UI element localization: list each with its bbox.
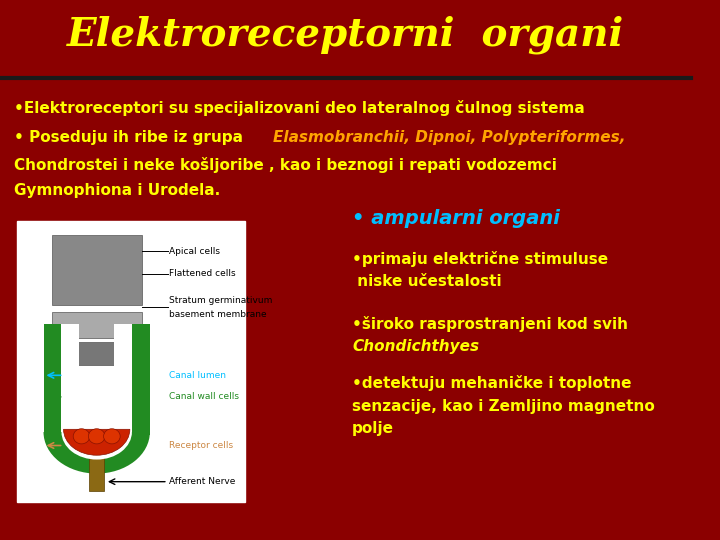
Text: basement membrane: basement membrane bbox=[169, 310, 267, 319]
FancyBboxPatch shape bbox=[52, 312, 142, 338]
Text: •široko rasprostranjeni kod svih: •široko rasprostranjeni kod svih bbox=[352, 316, 629, 332]
Text: Apical cells: Apical cells bbox=[169, 247, 220, 255]
Bar bbox=[89, 435, 104, 491]
Bar bbox=[132, 324, 150, 435]
Text: •primaju električne stimuluse: •primaju električne stimuluse bbox=[352, 251, 608, 267]
Wedge shape bbox=[61, 432, 132, 460]
Wedge shape bbox=[43, 432, 150, 474]
Text: Gymnophiona i Urodela.: Gymnophiona i Urodela. bbox=[14, 183, 220, 198]
Text: Chondichthyes: Chondichthyes bbox=[352, 339, 480, 354]
Wedge shape bbox=[63, 429, 130, 455]
FancyBboxPatch shape bbox=[52, 235, 142, 305]
Ellipse shape bbox=[73, 429, 90, 444]
Text: Chondrostei i neke košljoribe , kao i beznogi i repati vodozemci: Chondrostei i neke košljoribe , kao i be… bbox=[14, 157, 557, 173]
Text: Elektroreceptorni  organi: Elektroreceptorni organi bbox=[67, 16, 624, 55]
Text: • ampularni organi: • ampularni organi bbox=[352, 209, 560, 228]
Text: Afferent Nerve: Afferent Nerve bbox=[169, 477, 235, 486]
Text: •Elektroreceptori su specijalizovani deo lateralnog čulnog sistema: •Elektroreceptori su specijalizovani deo… bbox=[14, 100, 585, 116]
Text: Stratum germinativum: Stratum germinativum bbox=[169, 296, 273, 305]
Text: Flattened cells: Flattened cells bbox=[169, 269, 236, 278]
Text: Receptor cells: Receptor cells bbox=[169, 441, 233, 450]
Text: senzacije, kao i Zemljino magnetno: senzacije, kao i Zemljino magnetno bbox=[352, 399, 655, 414]
Text: • Poseduju ih ribe iz grupa: • Poseduju ih ribe iz grupa bbox=[14, 130, 248, 145]
Bar bbox=[61, 324, 79, 421]
Text: niske učestalosti: niske učestalosti bbox=[352, 274, 502, 289]
Text: •detektuju mehaničke i toplotne: •detektuju mehaničke i toplotne bbox=[352, 375, 631, 391]
Ellipse shape bbox=[104, 429, 120, 444]
FancyBboxPatch shape bbox=[17, 221, 246, 502]
Ellipse shape bbox=[89, 429, 105, 444]
Text: Canal lumen: Canal lumen bbox=[169, 371, 226, 380]
Text: Canal wall cells: Canal wall cells bbox=[169, 393, 239, 401]
Bar bbox=[114, 324, 132, 421]
Text: polje: polje bbox=[352, 421, 395, 436]
Bar bbox=[43, 324, 61, 435]
Text: Elasmobranchii, Dipnoi, Polypteriformes,: Elasmobranchii, Dipnoi, Polypteriformes, bbox=[273, 130, 625, 145]
FancyBboxPatch shape bbox=[52, 342, 142, 364]
